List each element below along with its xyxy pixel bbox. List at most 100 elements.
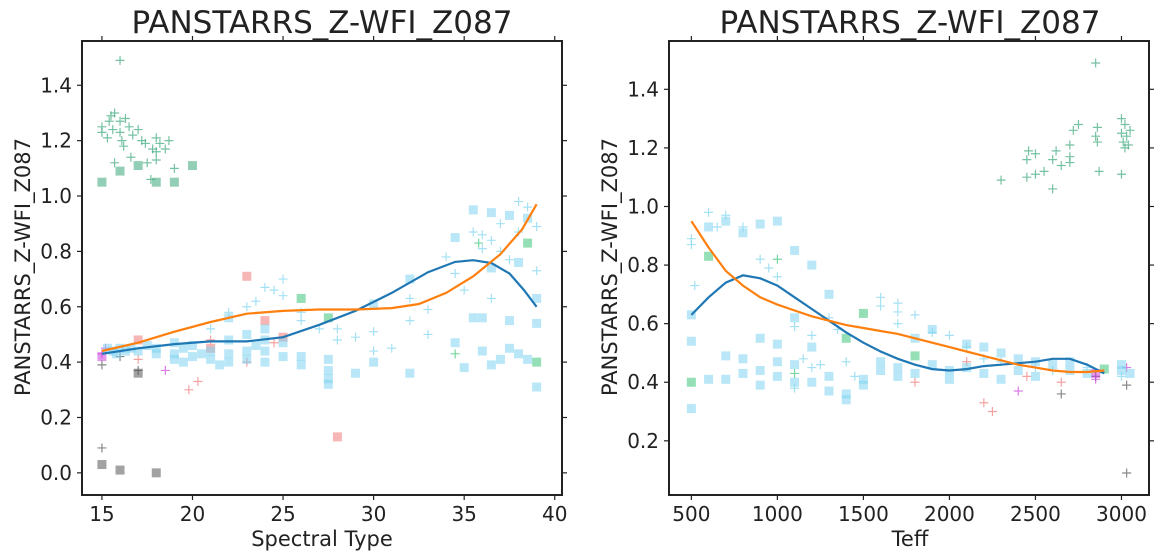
data-point-square [405, 274, 415, 284]
data-point-square [514, 349, 524, 359]
data-point-square [97, 352, 107, 362]
data-point-plus [1039, 166, 1049, 176]
data-point-square [115, 166, 125, 176]
data-point-plus [110, 158, 120, 168]
data-point-plus [151, 133, 161, 143]
data-point-square [133, 335, 143, 345]
data-point-square [876, 366, 886, 376]
data-point-square [242, 346, 252, 356]
x-axis-label: Spectral Type [251, 527, 393, 551]
x-axis-label: Teff [891, 527, 929, 551]
data-point-square [790, 360, 800, 370]
data-point-plus [850, 371, 860, 381]
trend-line-0 [690, 274, 1105, 375]
data-point-plus [807, 363, 817, 373]
data-point-plus [532, 221, 542, 231]
data-point-square [142, 341, 152, 351]
data-point-square [242, 271, 252, 281]
data-point-square [486, 360, 496, 370]
y-tick-label: 0.8 [627, 253, 659, 277]
data-point-plus [148, 144, 158, 154]
data-point-square [215, 360, 225, 370]
data-point-plus [441, 252, 451, 262]
data-point-plus [369, 346, 379, 356]
data-point-square [178, 343, 188, 353]
data-point-plus [987, 407, 997, 417]
data-point-plus [1116, 128, 1126, 138]
data-point-plus [910, 377, 920, 387]
y-tick-label: 1.0 [40, 184, 72, 208]
x-tick-label: 1500 [838, 502, 889, 526]
data-point-square [1013, 354, 1023, 364]
data-point-plus [193, 377, 203, 386]
series-0 [996, 58, 1135, 194]
data-point-plus [772, 272, 782, 282]
data-point-plus [351, 332, 361, 342]
data-point-square [169, 349, 179, 359]
y-tick-label: 0.4 [40, 350, 72, 374]
data-point-plus [450, 349, 460, 359]
data-point-square [772, 339, 782, 349]
data-point-plus [108, 125, 118, 135]
data-point-plus [1048, 184, 1058, 194]
data-point-plus [160, 365, 170, 375]
data-point-square [197, 349, 207, 359]
data-point-plus [1056, 377, 1066, 387]
data-point-square [893, 363, 903, 373]
data-point-plus [97, 360, 107, 370]
data-point-square [133, 346, 143, 356]
data-point-square [351, 368, 361, 378]
data-point-square [927, 360, 937, 370]
data-point-plus [269, 285, 279, 295]
data-point-square [858, 374, 868, 384]
data-point-plus [206, 335, 216, 345]
data-point-square [721, 374, 731, 384]
series-8 [686, 207, 1126, 393]
data-point-square [151, 349, 161, 359]
y-tick-label: 0.2 [40, 405, 72, 429]
data-point-square [704, 251, 714, 261]
data-point-plus [815, 360, 825, 370]
data-point-square [296, 293, 306, 303]
data-point-square [1082, 368, 1092, 378]
data-point-square [495, 354, 505, 364]
data-point-plus [119, 141, 129, 151]
data-point-plus [124, 122, 134, 132]
x-tick-label: 20 [180, 502, 205, 526]
data-point-square [772, 357, 782, 367]
data-point-square [807, 342, 817, 352]
data-point-square [996, 348, 1006, 358]
data-point-plus [1122, 380, 1132, 390]
trend-line-1 [101, 203, 538, 353]
data-point-square [477, 346, 487, 356]
data-point-square [824, 386, 834, 396]
y-tick-label: 1.4 [40, 73, 72, 97]
data-point-plus [115, 116, 125, 126]
data-point-plus [790, 322, 800, 332]
x-tick-label: 3000 [1096, 502, 1147, 526]
data-point-square [755, 219, 765, 229]
data-point-plus [224, 307, 234, 317]
data-point-plus [1120, 119, 1130, 129]
data-point-plus [1118, 137, 1128, 147]
plot-area: 15 20 25 30 35 40 0.0 0.2 0.4 0.6 0.8 1.0 1.2 1.4 [40, 36, 567, 526]
data-point-square [910, 368, 920, 378]
data-point-plus [944, 330, 954, 340]
data-point-plus [755, 254, 765, 264]
data-point-plus [1065, 140, 1075, 150]
data-point-square [738, 228, 748, 238]
data-point-square [450, 233, 460, 243]
data-point-square [755, 366, 765, 376]
data-point-plus [184, 385, 194, 395]
chart-title: PANSTARRS_Z-WFI_Z087 [132, 5, 513, 41]
data-point-plus [242, 302, 252, 312]
data-point-square [532, 382, 542, 392]
data-point-plus [133, 125, 143, 135]
data-point-plus [996, 175, 1006, 185]
data-point-square [178, 357, 188, 367]
data-point-square [523, 238, 533, 248]
series-2 [772, 254, 800, 378]
data-point-plus [798, 354, 808, 364]
chart-panel-teff: PANSTARRS_Z-WFI_Z087 Teff PANSTARRS_Z-WF… [598, 5, 1154, 551]
